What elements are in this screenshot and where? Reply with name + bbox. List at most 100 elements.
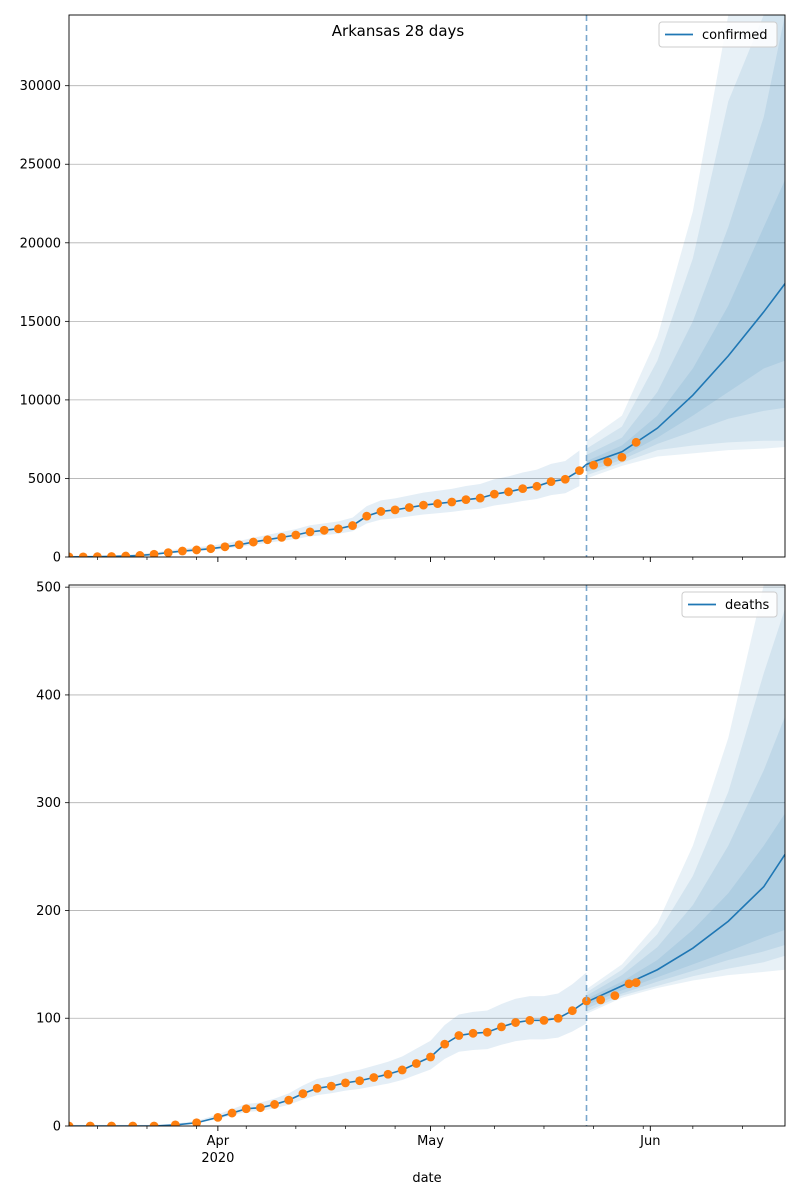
deaths-panel: 0 100 200 300 400 500 Apr 2020 May Jun deaths <box>36 581 786 1166</box>
deaths-observed-point <box>610 991 620 1000</box>
x-tick-label: Apr <box>207 1134 230 1149</box>
legend: deaths <box>681 591 778 618</box>
axes-frame <box>68 584 786 1127</box>
confirmed-observed-point <box>631 437 641 447</box>
confirmed-observed-point <box>263 535 272 545</box>
deaths-observed-point <box>567 1006 577 1016</box>
confirmed-observed-point <box>504 487 513 497</box>
deaths-observed-point <box>256 1103 265 1113</box>
fit-band <box>69 972 587 1126</box>
forecast-band-80 <box>586 716 785 1009</box>
confirmed-observed-point <box>277 532 287 542</box>
fit-band <box>69 450 580 557</box>
axes-frame <box>68 14 786 558</box>
deaths-observed-point <box>624 979 634 989</box>
deaths-observed-point <box>468 1028 478 1038</box>
confirmed-observed-point <box>461 495 471 505</box>
confirmed-observed-point <box>248 537 258 547</box>
deaths-observed-point <box>631 978 641 988</box>
forecast-band-95 <box>586 15 785 476</box>
confirmed-observed-point <box>447 497 457 507</box>
confirmed-observed-point <box>149 549 159 557</box>
deaths-observed-point <box>497 1022 506 1032</box>
deaths-observed-point <box>383 1069 393 1079</box>
deaths-observed-point <box>128 1121 138 1126</box>
y-tick-label: 400 <box>36 688 61 703</box>
deaths-observed-point <box>85 1121 95 1126</box>
plot-area <box>69 15 785 557</box>
deaths-observed-point <box>596 995 606 1005</box>
deaths-observed-point <box>397 1065 407 1075</box>
y-tick-label: 5000 <box>28 472 61 487</box>
deaths-observed-point <box>107 1121 116 1126</box>
confirmed-observed-point <box>575 466 584 475</box>
deaths-observed-point <box>525 1015 535 1025</box>
deaths-observed-point <box>326 1081 336 1091</box>
deaths-observed-point <box>312 1083 322 1093</box>
legend-box <box>658 21 778 48</box>
chart-title: Arkansas 28 days <box>332 22 465 40</box>
y-tick-label: 0 <box>53 1120 61 1135</box>
confirmed-observed-point <box>319 525 329 535</box>
y-tick-label: 15000 <box>20 315 61 330</box>
y-tick-label: 500 <box>36 581 61 596</box>
confirmed-observed-point <box>362 511 372 521</box>
confirmed-observed-point <box>107 552 116 557</box>
deaths-observed-point <box>355 1076 365 1086</box>
deaths-observed-point <box>69 1121 74 1126</box>
forecast-band-80 <box>586 15 785 473</box>
legend-box <box>681 591 778 618</box>
deaths-observed-point <box>298 1089 308 1099</box>
confirmed-observed-point <box>518 484 528 494</box>
deaths-observed-point <box>192 1118 202 1126</box>
forecast-band-99 <box>586 585 785 1014</box>
confirmed-observed-point <box>333 524 343 534</box>
deaths-observed-point <box>149 1121 159 1126</box>
confirmed-observed-point <box>92 552 102 557</box>
confirmed-observed-point <box>192 545 202 555</box>
deaths-observed-point <box>341 1078 350 1088</box>
deaths-observed-point <box>170 1120 180 1126</box>
confirmed-observed-point <box>206 544 216 554</box>
deaths-observed-point <box>411 1059 421 1068</box>
confirmed-observed-point <box>348 521 357 530</box>
confirmed-observed-point <box>390 505 400 515</box>
confirmed-observed-point <box>532 481 542 491</box>
forecast-band-95 <box>586 608 785 1012</box>
legend-label: confirmed <box>702 28 768 43</box>
confirmed-observed-point <box>234 540 244 550</box>
confirmed-observed-point <box>121 551 131 557</box>
confirmed-observed-point <box>305 527 315 537</box>
deaths-observed-point <box>539 1015 549 1025</box>
confirmed-panel: 0 5000 10000 15000 20000 25000 30000 confirmed <box>20 14 786 566</box>
deaths-observed-point <box>482 1027 492 1037</box>
confirmed-observed-point <box>433 499 443 508</box>
legend-label: deaths <box>725 598 770 613</box>
deaths-observed-point <box>553 1013 563 1023</box>
confirmed-observed-point <box>546 477 556 486</box>
deaths-observed-point <box>270 1100 279 1109</box>
x-tick-label: May <box>417 1134 444 1149</box>
y-tick-label: 200 <box>36 904 61 919</box>
y-tick-label: 0 <box>53 551 61 566</box>
confirmed-observed-point <box>291 530 301 540</box>
y-tick-label: 10000 <box>20 393 61 408</box>
confirmed-observed-point <box>617 452 627 462</box>
legend: confirmed <box>658 21 778 48</box>
forecast-band-99 <box>586 15 785 479</box>
confirmed-observed-point <box>178 546 187 556</box>
y-tick-label: 300 <box>36 796 61 811</box>
x-axis-label: date <box>412 1171 441 1186</box>
plot-area <box>69 585 785 1126</box>
confirmed-observed-point <box>69 552 74 557</box>
confirmed-observed-point <box>135 551 145 557</box>
confirmed-observed-point <box>419 500 428 510</box>
deaths-observed-point <box>284 1095 294 1105</box>
deaths-observed-point <box>440 1039 450 1049</box>
confirmed-observed-point <box>163 548 173 557</box>
deaths-observed-point <box>227 1108 237 1118</box>
forecast-band-50 <box>586 179 785 468</box>
confirmed-observed-point <box>220 542 230 552</box>
forecast-band-50 <box>586 813 785 1006</box>
